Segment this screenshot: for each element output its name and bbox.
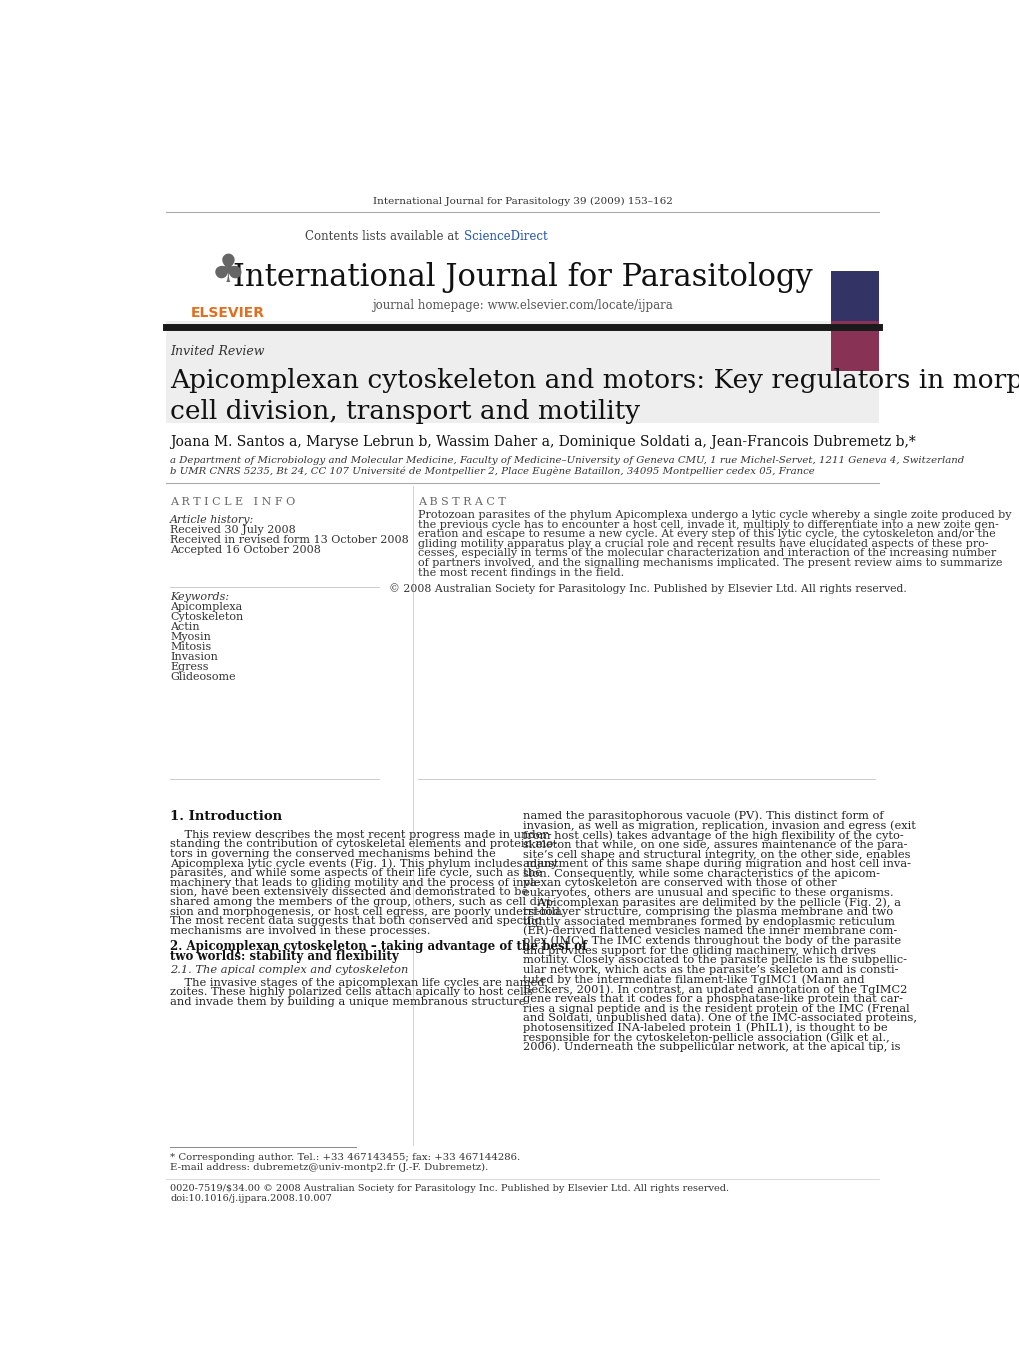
Text: a Department of Microbiology and Molecular Medicine, Faculty of Medicine–Univers: a Department of Microbiology and Molecul… bbox=[170, 455, 963, 465]
Text: Accepted 16 October 2008: Accepted 16 October 2008 bbox=[170, 545, 321, 556]
Text: E-mail address: dubremetz@univ-montp2.fr (J.-F. Dubremetz).: E-mail address: dubremetz@univ-montp2.fr… bbox=[170, 1162, 488, 1171]
Text: of partners involved, and the signalling mechanisms implicated. The present revi: of partners involved, and the signalling… bbox=[418, 559, 1002, 568]
Text: the previous cycle has to encounter a host cell, invade it, multiply to differen: the previous cycle has to encounter a ho… bbox=[418, 519, 998, 530]
Text: ScienceDirect: ScienceDirect bbox=[464, 230, 547, 243]
Text: named the parasitophorous vacuole (PV). This distinct form of: named the parasitophorous vacuole (PV). … bbox=[522, 811, 882, 821]
Text: doi:10.1016/j.ijpara.2008.10.007: doi:10.1016/j.ijpara.2008.10.007 bbox=[170, 1195, 331, 1203]
Text: 2. Apicomplexan cytoskeleton – taking advantage of the best of: 2. Apicomplexan cytoskeleton – taking ad… bbox=[170, 940, 587, 953]
Text: tightly associated membranes formed by endoplasmic reticulum: tightly associated membranes formed by e… bbox=[522, 917, 894, 927]
Text: zoites. These highly polarized cells attach apically to host cells: zoites. These highly polarized cells att… bbox=[170, 988, 533, 998]
Text: Keywords:: Keywords: bbox=[170, 591, 229, 602]
Text: from host cells) takes advantage of the high flexibility of the cyto-: from host cells) takes advantage of the … bbox=[522, 830, 903, 841]
Text: plex (IMC). The IMC extends throughout the body of the parasite: plex (IMC). The IMC extends throughout t… bbox=[522, 936, 900, 946]
Text: 2006). Underneath the subpellicular network, at the apical tip, is: 2006). Underneath the subpellicular netw… bbox=[522, 1042, 900, 1052]
Text: Myosin: Myosin bbox=[170, 632, 211, 643]
Text: Apicomplexan cytoskeleton and motors: Key regulators in morphogenesis,: Apicomplexan cytoskeleton and motors: Ke… bbox=[170, 368, 1019, 394]
Text: Received in revised form 13 October 2008: Received in revised form 13 October 2008 bbox=[170, 535, 409, 545]
Text: Contents lists available at: Contents lists available at bbox=[305, 230, 462, 243]
Text: 1. Introduction: 1. Introduction bbox=[170, 810, 282, 822]
Bar bbox=[830, 321, 878, 371]
Text: tri-bilayer structure, comprising the plasma membrane and two: tri-bilayer structure, comprising the pl… bbox=[522, 908, 892, 917]
Text: Invited Review: Invited Review bbox=[170, 345, 264, 359]
Text: 0020-7519/$34.00 © 2008 Australian Society for Parasitology Inc. Published by El: 0020-7519/$34.00 © 2008 Australian Socie… bbox=[170, 1184, 729, 1193]
Text: 2.1. The apical complex and cytoskeleton: 2.1. The apical complex and cytoskeleton bbox=[170, 965, 408, 974]
Text: IJP: IJP bbox=[836, 234, 873, 255]
Text: skeleton that while, on one side, assures maintenance of the para-: skeleton that while, on one side, assure… bbox=[522, 840, 906, 849]
Text: and invade them by building a unique membranous structure: and invade them by building a unique mem… bbox=[170, 998, 525, 1007]
Text: * Corresponding author. Tel.: +33 467143455; fax: +33 467144286.: * Corresponding author. Tel.: +33 467143… bbox=[170, 1152, 520, 1162]
Text: Apicomplexan parasites are delimited by the pellicle (Fig. 2), a: Apicomplexan parasites are delimited by … bbox=[522, 897, 900, 908]
Text: Egress: Egress bbox=[170, 662, 209, 673]
Text: Protozoan parasites of the phylum Apicomplexa undergo a lytic cycle whereby a si: Protozoan parasites of the phylum Apicom… bbox=[418, 510, 1011, 520]
Text: International Journal for Parasitology: International Journal for Parasitology bbox=[232, 261, 812, 292]
Text: Cytoskeleton: Cytoskeleton bbox=[170, 613, 244, 622]
Text: (ER)-derived flattened vesicles named the inner membrane com-: (ER)-derived flattened vesicles named th… bbox=[522, 927, 896, 936]
Text: Glideosome: Glideosome bbox=[170, 673, 235, 682]
Text: ular network, which acts as the parasite’s skeleton and is consti-: ular network, which acts as the parasite… bbox=[522, 965, 898, 974]
Text: journal homepage: www.elsevier.com/locate/ijpara: journal homepage: www.elsevier.com/locat… bbox=[372, 299, 673, 313]
Text: The most recent data suggests that both conserved and specific: The most recent data suggests that both … bbox=[170, 916, 540, 925]
Text: eration and escape to resume a new cycle. At every step of this lytic cycle, the: eration and escape to resume a new cycle… bbox=[418, 529, 995, 540]
Text: ries a signal peptide and is the resident protein of the IMC (Frenal: ries a signal peptide and is the residen… bbox=[522, 1003, 909, 1014]
Text: and provides support for the gliding machinery, which drives: and provides support for the gliding mac… bbox=[522, 946, 875, 955]
Text: eukaryotes, others are unusual and specific to these organisms.: eukaryotes, others are unusual and speci… bbox=[522, 887, 893, 898]
Text: Article history:: Article history: bbox=[170, 515, 254, 525]
Text: Mitosis: Mitosis bbox=[170, 643, 211, 652]
Text: tors in governing the conserved mechanisms behind the: tors in governing the conserved mechanis… bbox=[170, 849, 495, 859]
Text: b UMR CNRS 5235, Bt 24, CC 107 Université de Montpellier 2, Place Eugène Bataill: b UMR CNRS 5235, Bt 24, CC 107 Universit… bbox=[170, 466, 814, 476]
Text: ELSEVIER: ELSEVIER bbox=[191, 306, 265, 321]
Text: photosensitized INA-labeled protein 1 (PhIL1), is thought to be: photosensitized INA-labeled protein 1 (P… bbox=[522, 1022, 887, 1033]
Text: Actin: Actin bbox=[170, 622, 200, 632]
Text: International Journal for Parasitology 39 (2009) 153–162: International Journal for Parasitology 3… bbox=[373, 197, 672, 207]
Text: machinery that leads to gliding motility and the process of inva-: machinery that leads to gliding motility… bbox=[170, 878, 540, 887]
Bar bbox=[166, 321, 878, 424]
Text: parasites, and while some aspects of their life cycle, such as the: parasites, and while some aspects of the… bbox=[170, 868, 541, 878]
Text: cesses, especially in terms of the molecular characterization and interaction of: cesses, especially in terms of the molec… bbox=[418, 549, 996, 559]
Text: the most recent findings in the field.: the most recent findings in the field. bbox=[418, 568, 624, 578]
Text: Received 30 July 2008: Received 30 July 2008 bbox=[170, 526, 296, 535]
Text: gene reveals that it codes for a phosphatase-like protein that car-: gene reveals that it codes for a phospha… bbox=[522, 993, 902, 1004]
Text: motility. Closely associated to the parasite pellicle is the subpellic-: motility. Closely associated to the para… bbox=[522, 955, 906, 965]
Text: site’s cell shape and structural integrity, on the other side, enables: site’s cell shape and structural integri… bbox=[522, 849, 909, 859]
Text: Joana M. Santos a, Maryse Lebrun b, Wassim Daher a, Dominique Soldati a, Jean-Fr: Joana M. Santos a, Maryse Lebrun b, Wass… bbox=[170, 435, 915, 448]
Text: responsible for the cytoskeleton-pellicle association (Gilk et al.,: responsible for the cytoskeleton-pellicl… bbox=[522, 1031, 889, 1042]
Text: Beckers, 2001). In contrast, an updated annotation of the TgIMC2: Beckers, 2001). In contrast, an updated … bbox=[522, 984, 906, 995]
Bar bbox=[830, 270, 878, 323]
Text: © 2008 Australian Society for Parasitology Inc. Published by Elsevier Ltd. All r: © 2008 Australian Society for Parasitolo… bbox=[389, 583, 906, 594]
Text: cell division, transport and motility: cell division, transport and motility bbox=[170, 398, 640, 424]
Text: Apicomplexa: Apicomplexa bbox=[170, 602, 243, 613]
Text: two worlds: stability and flexibility: two worlds: stability and flexibility bbox=[170, 950, 398, 964]
Text: Invasion: Invasion bbox=[170, 652, 218, 662]
Text: sion and morphogenesis, or host cell egress, are poorly understood.: sion and morphogenesis, or host cell egr… bbox=[170, 906, 564, 916]
Text: sion. Consequently, while some characteristics of the apicom-: sion. Consequently, while some character… bbox=[522, 868, 878, 879]
Text: tuted by the intermediate filament-like TgIMC1 (Mann and: tuted by the intermediate filament-like … bbox=[522, 974, 863, 985]
Text: and Soldati, unpublished data). One of the IMC-associated proteins,: and Soldati, unpublished data). One of t… bbox=[522, 1012, 916, 1023]
Text: This review describes the most recent progress made in under-: This review describes the most recent pr… bbox=[170, 829, 551, 840]
Text: invasion, as well as migration, replication, invasion and egress (exit: invasion, as well as migration, replicat… bbox=[522, 821, 915, 830]
Text: shared among the members of the group, others, such as cell divi-: shared among the members of the group, o… bbox=[170, 897, 554, 906]
Text: A B S T R A C T: A B S T R A C T bbox=[418, 497, 505, 507]
Text: plexan cytoskeleton are conserved with those of other: plexan cytoskeleton are conserved with t… bbox=[522, 878, 836, 889]
Text: mechanisms are involved in these processes.: mechanisms are involved in these process… bbox=[170, 925, 430, 936]
Text: A R T I C L E   I N F O: A R T I C L E I N F O bbox=[170, 497, 296, 507]
Text: Apicomplexa lytic cycle events (Fig. 1). This phylum includes many: Apicomplexa lytic cycle events (Fig. 1).… bbox=[170, 858, 557, 868]
Text: ♣: ♣ bbox=[211, 251, 246, 289]
Text: adjustment of this same shape during migration and host cell inva-: adjustment of this same shape during mig… bbox=[522, 859, 910, 870]
Text: standing the contribution of cytoskeletal elements and protein mo-: standing the contribution of cytoskeleta… bbox=[170, 839, 556, 849]
Text: gliding motility apparatus play a crucial role and recent results have elucidate: gliding motility apparatus play a crucia… bbox=[418, 540, 987, 549]
Text: The invasive stages of the apicomplexan life cycles are named: The invasive stages of the apicomplexan … bbox=[170, 977, 544, 988]
Text: sion, have been extensively dissected and demonstrated to be: sion, have been extensively dissected an… bbox=[170, 887, 528, 897]
